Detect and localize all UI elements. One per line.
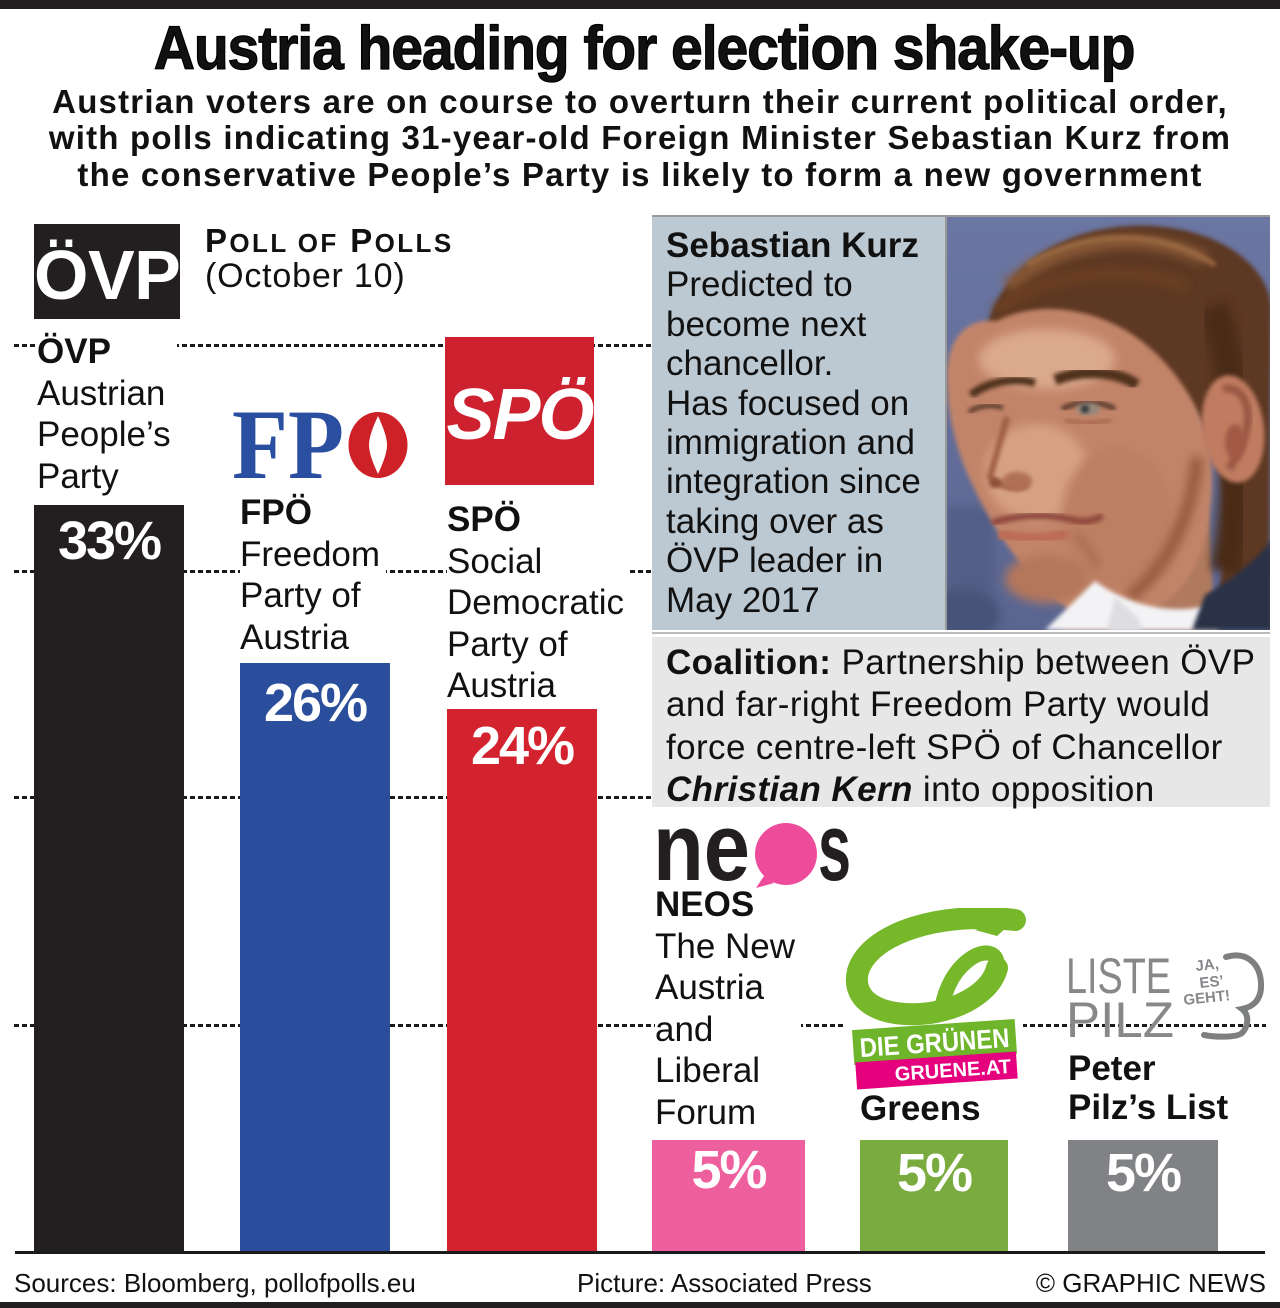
svg-text:JA,: JA, <box>1195 956 1220 975</box>
svg-text:FP: FP <box>232 398 344 483</box>
svg-text:LISTE: LISTE <box>1066 948 1171 1004</box>
svg-text:s: s <box>818 818 851 888</box>
svg-text:GEHT!: GEHT! <box>1183 987 1231 1009</box>
svg-text:PILZ: PILZ <box>1066 992 1174 1045</box>
svg-text:ne: ne <box>653 818 750 888</box>
svg-text:ES’: ES’ <box>1199 973 1225 992</box>
